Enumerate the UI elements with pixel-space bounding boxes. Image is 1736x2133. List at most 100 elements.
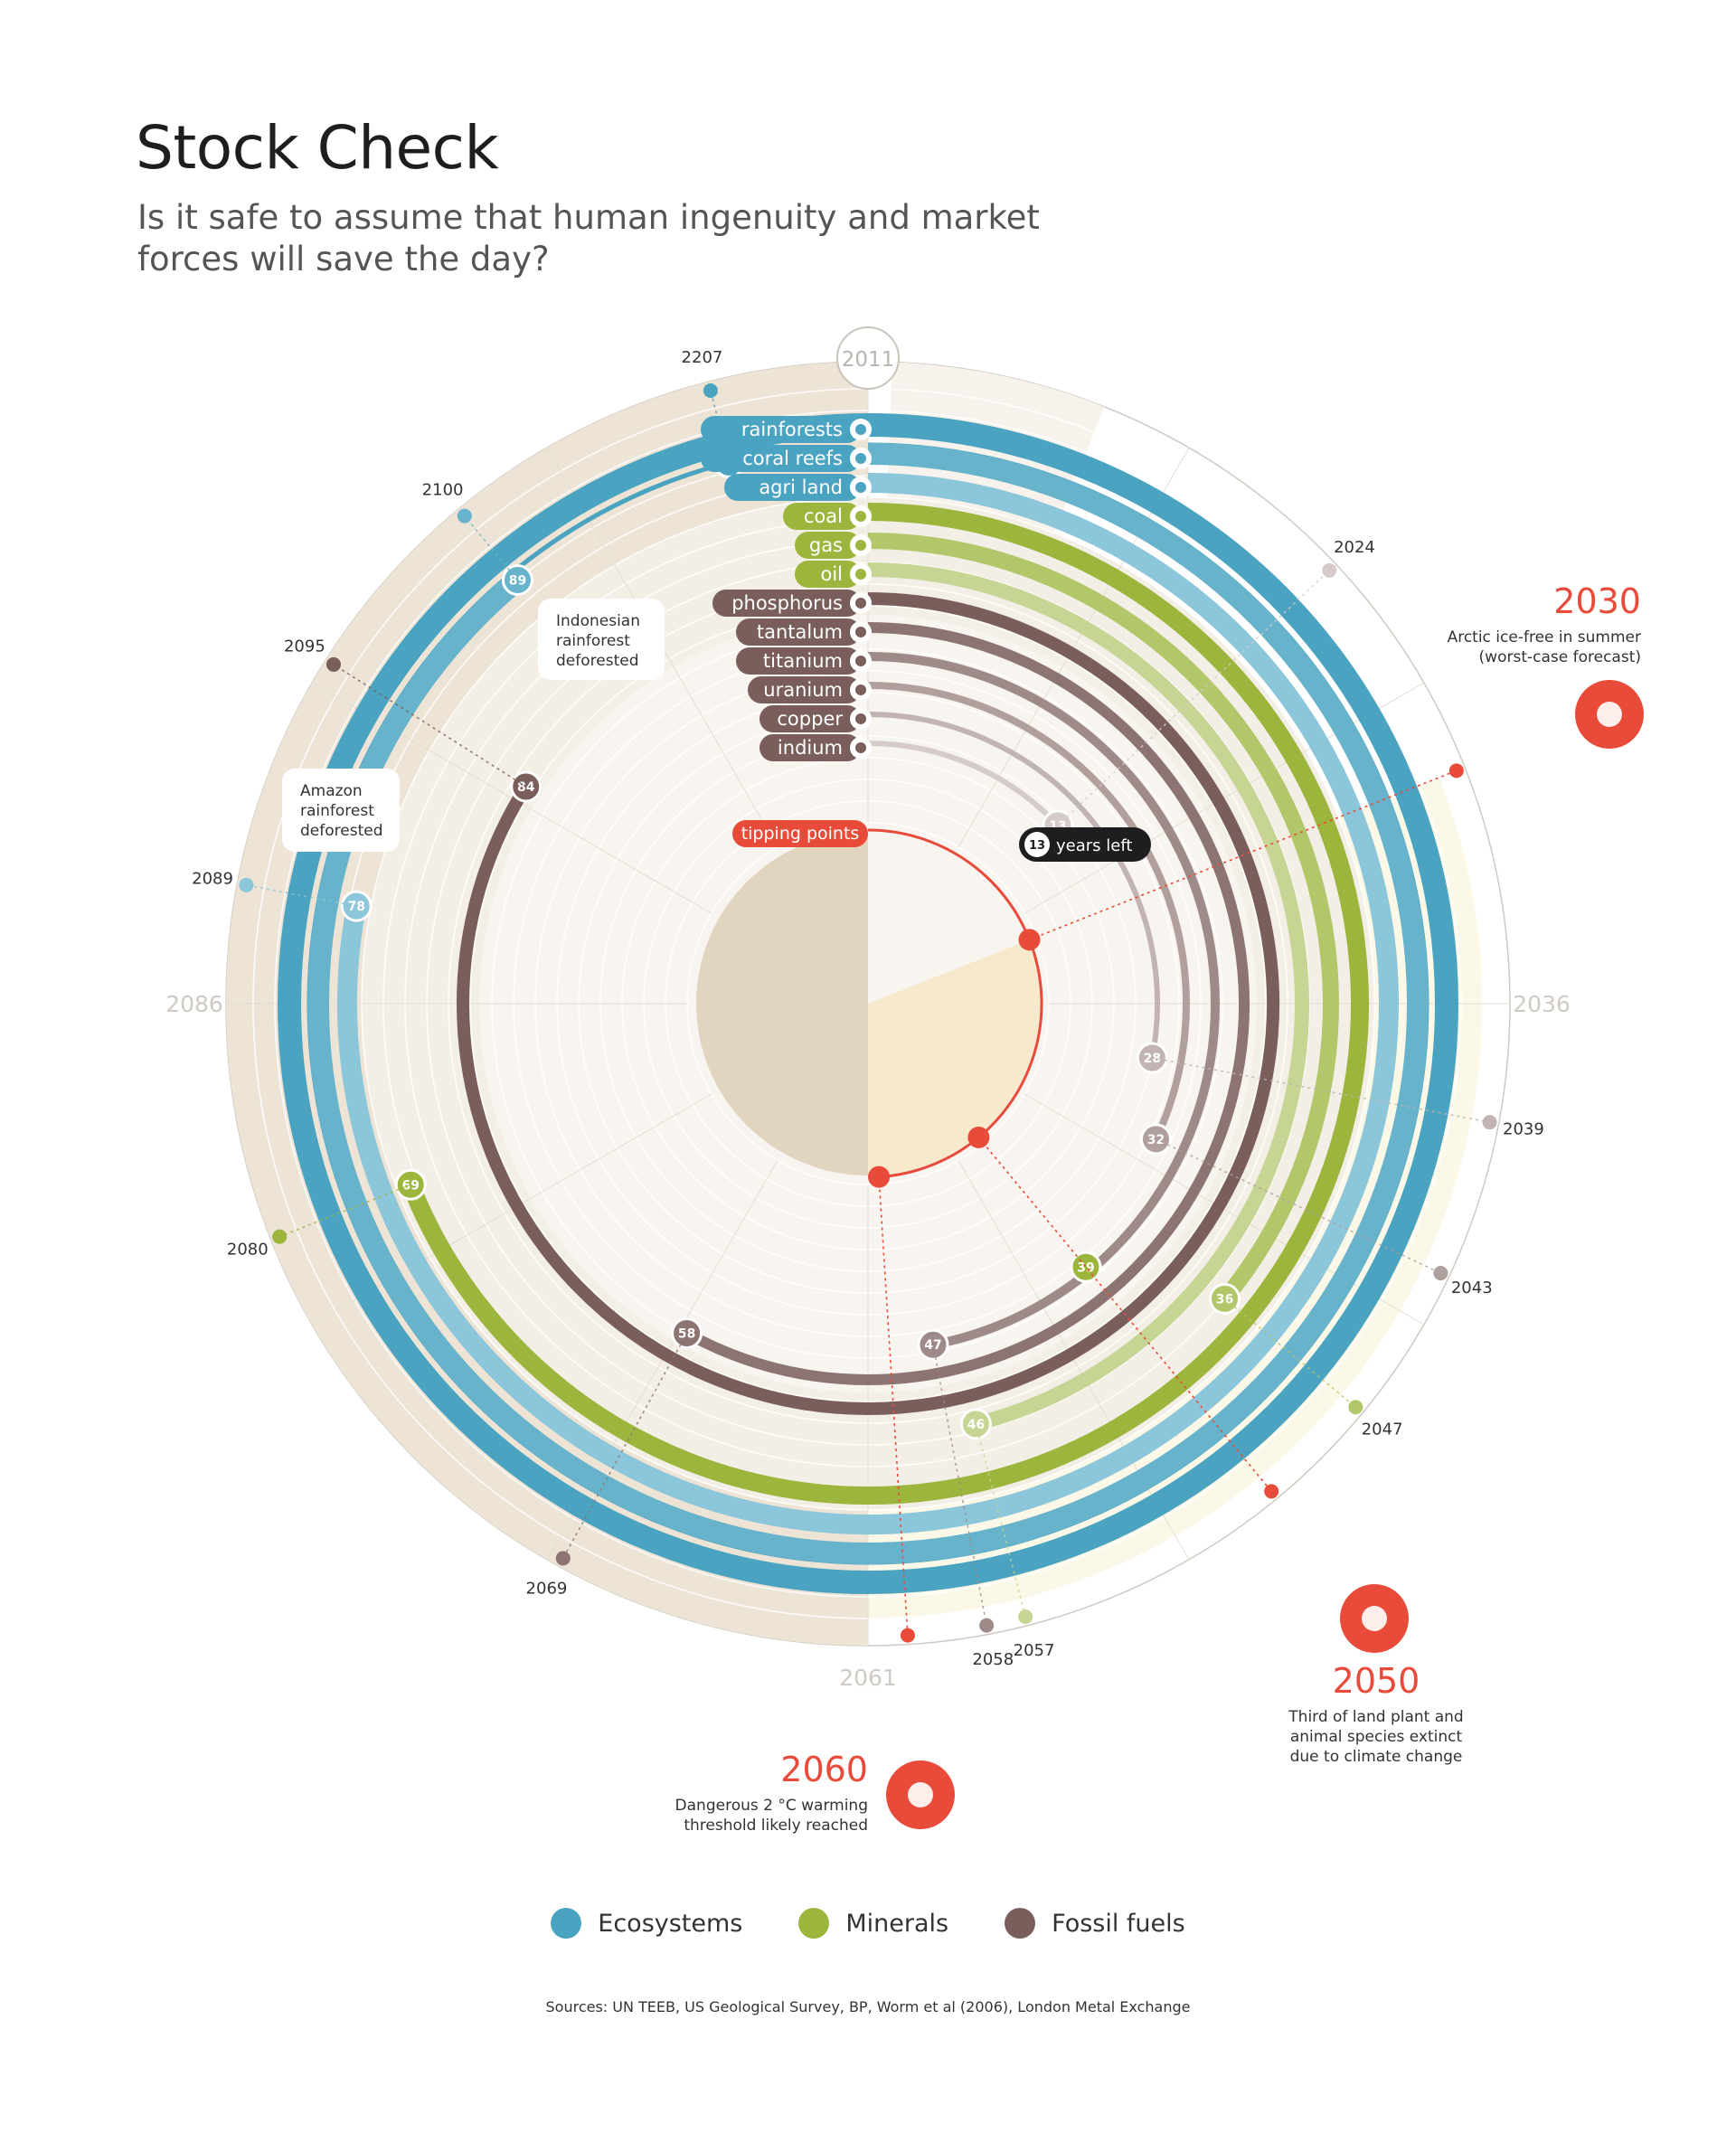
- tipping-leader-line: [1029, 769, 1458, 941]
- series-label-group: coral reefs: [701, 445, 872, 472]
- series-label-text: copper: [777, 708, 843, 730]
- series-icon-dot: [855, 482, 866, 493]
- series-label-group: uranium: [748, 676, 872, 703]
- series-icon-dot: [855, 540, 866, 551]
- series-label-text: gas: [809, 534, 843, 556]
- year-dot: [457, 508, 472, 524]
- callout-2060-icon-glyph: [908, 1782, 933, 1807]
- series-label-group: gas: [795, 532, 872, 559]
- series-icon-dot: [855, 713, 866, 724]
- series-arc-tantalum: [684, 622, 1250, 1385]
- center-past-wedge: [696, 832, 868, 1175]
- legend-item-minerals: Minerals: [798, 1908, 948, 1939]
- chart-subtitle: Is it safe to assume that human ingenuit…: [137, 198, 1040, 278]
- series-arc-agri-land: [337, 473, 1399, 1534]
- value-marker-label: 28: [1144, 1052, 1161, 1066]
- year-dot: [1018, 1609, 1033, 1625]
- callout-2030: 2030 Arctic ice-free in summer(worst-case…: [1448, 581, 1644, 749]
- series-label-pill: [795, 561, 861, 588]
- legend-label-fossil-fuels: Fossil fuels: [1052, 1909, 1185, 1938]
- year-leader-line: [1156, 1138, 1441, 1274]
- callout-2060: 2060 Dangerous 2 °C warming threshold like…: [675, 1750, 955, 1835]
- cardinal-year-label: 2011: [842, 348, 895, 372]
- series-icon-dot: [855, 453, 866, 464]
- legend-swatch-ecosystems: [551, 1908, 582, 1939]
- cardinal-year-label: 2061: [839, 1665, 897, 1691]
- tipping-year-dot: [1448, 763, 1464, 779]
- tipping-label-pill: [732, 820, 868, 847]
- year-dot: [1433, 1266, 1448, 1281]
- callout-2050-title: 2050: [1333, 1661, 1420, 1701]
- series-label-pill: [712, 590, 861, 617]
- value-marker-label: 84: [517, 780, 535, 795]
- callout-2050-text-line: Third of land plant and: [1288, 1708, 1463, 1726]
- series-label-text: coral reefs: [742, 448, 843, 469]
- years-left-circle: [1024, 832, 1050, 857]
- year-leader-line: [1223, 1298, 1356, 1408]
- series-label-pill: [795, 532, 861, 559]
- annotation-indonesia-box: [538, 599, 665, 680]
- year-leader-line: [464, 515, 519, 581]
- callout-2060-title: 2060: [780, 1750, 868, 1789]
- annotation-amazon: Amazon rainforest deforested: [282, 769, 400, 852]
- series-icon-dot: [855, 424, 866, 435]
- series-label-text: phosphorus: [731, 592, 843, 614]
- series-label-text: tantalum: [757, 621, 843, 643]
- callout-2030-title: 2030: [1553, 581, 1641, 621]
- series-label-group: phosphorus: [712, 590, 872, 617]
- series-label-pill: [760, 705, 861, 732]
- year-dot: [272, 1229, 288, 1244]
- series-label-pill: [760, 734, 861, 761]
- annotation-indonesia-line: Indonesian: [556, 612, 640, 630]
- series-arc-indium: [867, 741, 1061, 827]
- year-leader-line: [1057, 570, 1330, 826]
- year-2011-badge: [836, 326, 900, 390]
- end-year-label: 2058: [972, 1650, 1014, 1669]
- series-icon-dot: [855, 684, 866, 695]
- series-label-text: titanium: [763, 650, 843, 672]
- series-label-group: indium: [760, 734, 872, 761]
- end-year-label: 2207: [682, 348, 723, 367]
- annotation-indonesia-line: deforested: [556, 652, 638, 670]
- series-label-text: rainforests: [741, 419, 843, 440]
- end-year-label: 2095: [284, 637, 326, 656]
- years-left-value: 13: [1029, 839, 1045, 853]
- cardinal-year-label: 2086: [165, 991, 223, 1017]
- tipping-year-dot: [900, 1628, 915, 1643]
- series-icon-dot: [855, 598, 866, 609]
- year-leader-line: [975, 1423, 1026, 1618]
- series-label-pill: [736, 647, 861, 675]
- legend-swatch-minerals: [798, 1908, 830, 1939]
- legend-label-minerals: Minerals: [845, 1909, 949, 1938]
- year-dot: [555, 1551, 571, 1566]
- annotation-amazon-line: Amazon: [300, 782, 363, 800]
- end-year-label: 2100: [422, 480, 464, 499]
- end-year-label: 2039: [1503, 1119, 1544, 1138]
- series-arc-rainforests: [278, 413, 1458, 1595]
- years-left-badge: 13 years left: [1019, 827, 1151, 862]
- series-arc-coral-reefs: [307, 443, 1429, 1564]
- tipping-leader-line: [878, 1176, 909, 1636]
- annotation-amazon-box: [282, 769, 400, 852]
- year-dot: [1348, 1400, 1363, 1415]
- series-icon-dot: [855, 656, 866, 666]
- sources-note: Sources: UN TEEB, US Geological Survey, …: [545, 1998, 1191, 2015]
- series-icon-dot: [855, 742, 866, 753]
- series-label-text: agri land: [759, 477, 843, 498]
- annotation-indonesia: Indonesian rainforest deforested: [538, 599, 665, 680]
- value-marker-extra: [1070, 1251, 1102, 1283]
- tipping-label-text: tipping points: [741, 824, 860, 844]
- callout-2030-text-line: Arctic ice-free in summer: [1448, 628, 1641, 647]
- years-left-pill: [1019, 827, 1151, 862]
- series-icon-dot: [855, 627, 866, 637]
- tipping-arc: [867, 828, 1043, 1179]
- years-left-text: years left: [1056, 836, 1132, 855]
- series-label-pill: [701, 416, 861, 443]
- series-arc-oil: [867, 562, 1309, 1431]
- tipping-leader-line: [977, 1137, 1272, 1492]
- series-arc-phosphorus: [457, 592, 1279, 1415]
- series-label-group: tantalum: [736, 618, 872, 646]
- series-label-pill: [701, 445, 861, 472]
- callout-2050-text-line: animal species extinct: [1290, 1728, 1463, 1746]
